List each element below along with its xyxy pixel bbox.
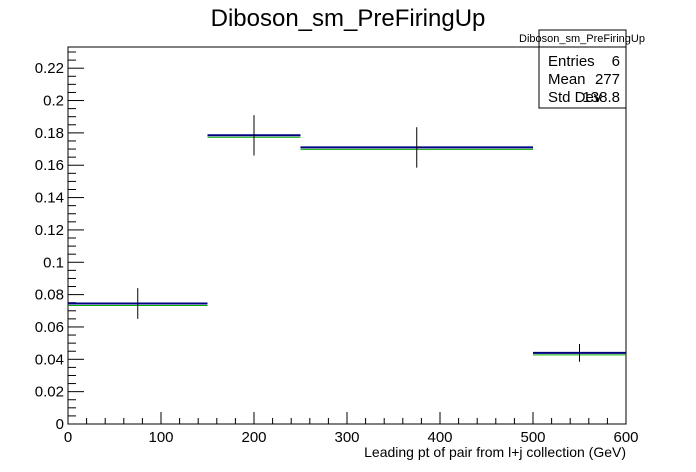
x-tick-label: 200 — [241, 429, 266, 446]
y-tick-label: 0.14 — [35, 190, 64, 207]
stats-box: Diboson_sm_PreFiringUp Entries 6 Mean 27… — [519, 29, 645, 109]
stats-stddev-label: Std Dev — [548, 89, 602, 106]
y-tick-label: 0.16 — [35, 157, 64, 174]
y-axis: 0 0.02 0.04 0.06 0.08 0.1 0.12 0.14 0.16 0.18 0.2 0… — [35, 51, 84, 433]
x-tick-label: 600 — [613, 429, 638, 446]
stats-mean-label: Mean — [548, 71, 586, 88]
y-tick-label: 0.02 — [35, 384, 64, 401]
x-tick-label: 100 — [148, 429, 173, 446]
y-tick-label: 0.12 — [35, 222, 64, 239]
y-tick-label: 0.04 — [35, 351, 64, 368]
y-tick-label: 0.1 — [43, 254, 64, 271]
x-axis: 0 100 200 300 400 500 600 — [64, 412, 639, 446]
x-tick-label: 400 — [427, 429, 452, 446]
x-tick-label: 300 — [334, 429, 359, 446]
stats-mean-value: 277 — [595, 71, 620, 88]
x-tick-label: 500 — [520, 429, 545, 446]
stats-stddev-value: 138.8 — [582, 89, 620, 106]
stats-entries-value: 6 — [612, 53, 620, 70]
histogram-bins — [68, 115, 626, 362]
y-tick-label: 0.2 — [43, 93, 64, 110]
y-tick-label: 0.08 — [35, 287, 64, 304]
stats-box-frame — [538, 29, 627, 109]
y-tick-label: 0 — [56, 416, 64, 433]
y-tick-label: 0.22 — [35, 60, 64, 77]
chart-title: Diboson_sm_PreFiringUp — [211, 5, 486, 32]
y-tick-label: 0.06 — [35, 319, 64, 336]
stats-box-title: Diboson_sm_PreFiringUp — [519, 33, 645, 45]
y-tick-label: 0.18 — [35, 125, 64, 142]
x-tick-label: 0 — [64, 429, 72, 446]
x-axis-title: Leading pt of pair from l+j collection (… — [364, 444, 626, 460]
stats-entries-label: Entries — [548, 53, 595, 70]
